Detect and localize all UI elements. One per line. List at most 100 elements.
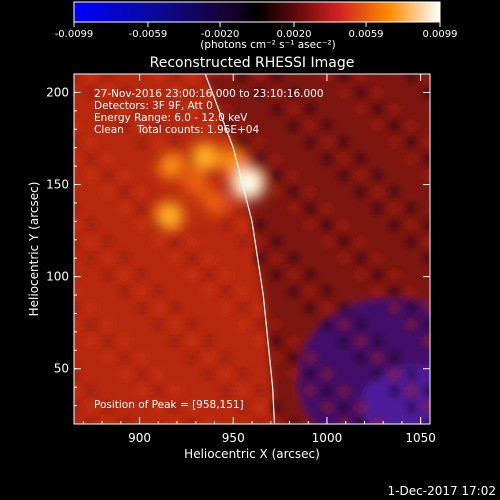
heatmap-cell xyxy=(306,270,315,279)
heatmap-cell xyxy=(171,337,180,346)
heatmap-cell xyxy=(137,370,146,379)
colorbar-tick-label: 0.0020 xyxy=(276,29,311,40)
heatmap-cell xyxy=(137,287,146,296)
heatmap-cell xyxy=(373,337,382,346)
heatmap-cell xyxy=(137,221,146,230)
heatmap-cell xyxy=(86,303,95,312)
heatmap-cell xyxy=(272,420,281,424)
heatmap-cell xyxy=(137,303,146,312)
heatmap-cell xyxy=(103,254,112,263)
chart-title: Reconstructed RHESSI Image xyxy=(150,55,355,71)
heatmap-cell xyxy=(289,270,298,279)
heatmap-cell xyxy=(188,270,197,279)
heatmap-cell xyxy=(137,270,146,279)
heatmap-cell xyxy=(86,403,95,412)
heatmap-cell xyxy=(424,237,430,246)
heatmap-cell xyxy=(171,320,180,329)
heatmap-cell xyxy=(322,403,331,412)
heatmap-cell xyxy=(424,171,430,180)
heatmap-cell xyxy=(322,221,331,230)
heatmap-cell xyxy=(356,88,365,97)
heatmap-cell xyxy=(221,121,230,130)
heatmap-cell xyxy=(407,287,416,296)
heatmap-cell xyxy=(272,187,281,196)
heatmap-cell xyxy=(154,287,163,296)
colorbar-tick-label: -0.0099 xyxy=(55,29,94,40)
heatmap-cell xyxy=(255,386,264,395)
heatmap-cell xyxy=(390,303,399,312)
heatmap-cell xyxy=(373,270,382,279)
colorbar-tick-label: 0.0099 xyxy=(423,29,458,40)
y-tick-label: 100 xyxy=(46,270,69,284)
heatmap-cell xyxy=(339,138,348,147)
heatmap-cell xyxy=(407,403,416,412)
heatmap-cell xyxy=(120,353,129,362)
heatmap-cell xyxy=(356,74,365,80)
heatmap-cell xyxy=(339,337,348,346)
heatmap-source xyxy=(190,142,220,172)
heatmap-cell xyxy=(154,154,163,163)
heatmap-cell xyxy=(424,221,430,230)
heatmap-cell xyxy=(86,254,95,263)
heatmap-cell xyxy=(424,403,430,412)
heatmap-cell xyxy=(204,353,213,362)
heatmap-cell xyxy=(204,121,213,130)
heatmap-cell xyxy=(272,337,281,346)
annotation-energy: Energy Range: 6.0 - 12.0 keV xyxy=(94,112,248,124)
heatmap-cell xyxy=(120,204,129,213)
heatmap-cell xyxy=(74,74,78,80)
heatmap-cell xyxy=(74,138,78,147)
heatmap-cell xyxy=(373,171,382,180)
heatmap-cell xyxy=(103,320,112,329)
heatmap-cell xyxy=(373,370,382,379)
heatmap-cell xyxy=(322,204,331,213)
heatmap-cell xyxy=(188,88,197,97)
heatmap-cell xyxy=(289,121,298,130)
heatmap-cell xyxy=(390,138,399,147)
heatmap-cell xyxy=(137,204,146,213)
heatmap-cell xyxy=(322,237,331,246)
heatmap-cell xyxy=(221,187,230,196)
heatmap-cell xyxy=(103,353,112,362)
heatmap-cell xyxy=(103,237,112,246)
heatmap-cell xyxy=(74,221,78,230)
heatmap-cell xyxy=(322,287,331,296)
heatmap-cell xyxy=(255,88,264,97)
heatmap-cell xyxy=(339,254,348,263)
y-axis-label: Heliocentric Y (arcsec) xyxy=(27,182,41,317)
colorbar-tick-label: -0.0059 xyxy=(129,29,168,40)
heatmap-cell xyxy=(289,254,298,263)
heatmap-cell xyxy=(390,221,399,230)
heatmap-cell xyxy=(322,154,331,163)
heatmap-cell xyxy=(289,370,298,379)
heatmap-cell xyxy=(204,88,213,97)
heatmap-cell xyxy=(373,353,382,362)
annotation-peak: Position of Peak = [958,151] xyxy=(94,399,244,411)
heatmap-cell xyxy=(390,287,399,296)
heatmap-cell xyxy=(424,74,430,80)
heatmap-cell xyxy=(407,154,416,163)
heatmap-cell xyxy=(356,403,365,412)
heatmap-cell xyxy=(204,420,213,424)
heatmap-cell xyxy=(221,386,230,395)
heatmap-cell xyxy=(238,204,247,213)
heatmap-source xyxy=(201,190,228,216)
heatmap-cell xyxy=(407,138,416,147)
annotation-time: 27-Nov-2016 23:00:16.000 to 23:10:16.000 xyxy=(94,88,324,100)
heatmap-cell xyxy=(255,74,264,80)
heatmap-cell xyxy=(322,138,331,147)
heatmap-cell xyxy=(238,287,247,296)
heatmap-cell xyxy=(339,74,348,80)
footer-date: 1-Dec-2017 17:02 xyxy=(388,484,496,498)
heatmap-cell xyxy=(154,386,163,395)
heatmap-cell xyxy=(356,420,365,424)
heatmap-cell xyxy=(103,270,112,279)
solar-limb xyxy=(204,74,276,424)
heatmap-cell xyxy=(255,154,264,163)
heatmap-cell xyxy=(221,353,230,362)
heatmap-cell xyxy=(221,138,230,147)
heatmap-cells xyxy=(74,74,430,424)
heatmap-cell xyxy=(74,320,78,329)
heatmap-cell xyxy=(137,353,146,362)
colorbar-label: (photons cm⁻² s⁻¹ asec⁻²) xyxy=(200,39,335,51)
